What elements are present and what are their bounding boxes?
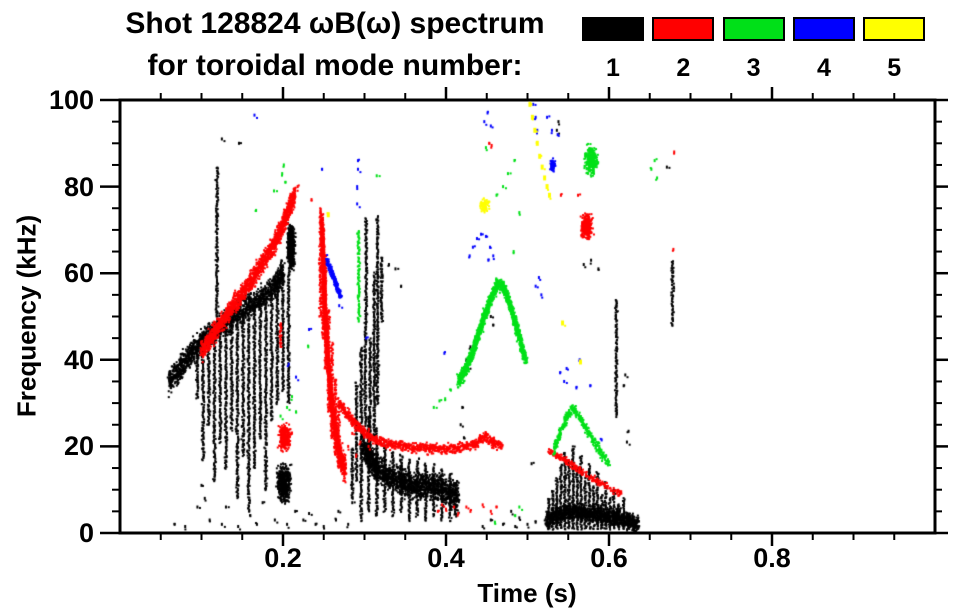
legend-swatch-3: [722, 17, 785, 41]
y-tick-label: 80: [63, 171, 94, 202]
y-tick-label: 60: [63, 258, 94, 289]
y-tick-label: 40: [63, 344, 94, 375]
x-axis-title: Time (s): [477, 578, 577, 608]
plot-title: Shot 128824 ωB(ω) spectrum: [125, 7, 545, 40]
legend-mode-number: 4: [816, 54, 831, 82]
y-tick-label: 100: [48, 85, 94, 115]
plot-subtitle: for toroidal mode number:: [147, 49, 523, 82]
legend-mode-number: 3: [746, 54, 761, 82]
legend-swatch-1: [582, 17, 644, 41]
x-tick-label: 0.8: [753, 543, 791, 573]
legend-mode-number: 1: [606, 54, 620, 82]
legend-swatch-2: [652, 17, 715, 41]
legend-mode-number: 5: [887, 54, 902, 82]
y-axis-title: Frequency (kHz): [11, 214, 42, 418]
spectrum-data-canvas: [120, 100, 935, 533]
x-tick-label: 0.2: [264, 543, 302, 573]
x-tick-label: 0.6: [590, 543, 628, 573]
legend-swatch-4: [792, 17, 855, 41]
x-tick-label: 0.4: [427, 543, 465, 573]
legend-swatch-5: [863, 17, 926, 41]
y-tick-label: 20: [63, 431, 94, 462]
y-tick-label: 0: [78, 518, 94, 548]
legend-mode-number: 2: [676, 54, 691, 82]
